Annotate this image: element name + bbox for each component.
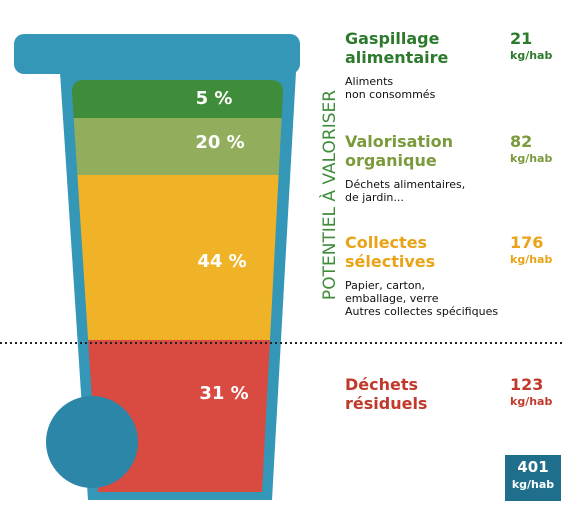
total-unit: kg/hab [512,478,554,491]
segment [72,80,283,118]
segment-name: alimentaire [345,48,449,67]
segment-name: sélectives [345,252,435,271]
bin-lid [14,34,300,74]
segment-name: Déchets [345,375,418,394]
segment-description: Autres collectes spécifiques [345,305,498,318]
percent: 5 % [196,88,233,109]
segment-value: 123 [510,375,543,394]
segment-name: Gaspillage [345,29,440,48]
rows: Gaspillagealimentaire21kg/habAlimentsnon… [345,29,552,413]
segment [72,175,283,340]
segment-description: Aliments [345,75,393,88]
segment-description: non consommés [345,88,436,101]
total-value: 401 [517,458,548,476]
segment-description: Papier, carton, [345,279,425,292]
segment-unit: kg/hab [510,49,552,62]
segment-unit: kg/hab [510,253,552,266]
segment-value: 21 [510,29,532,48]
segment-description: Déchets alimentaires, [345,178,465,191]
percent: 44 % [197,251,246,272]
segment-description: de jardin... [345,191,404,204]
segment-unit: kg/hab [510,152,552,165]
segment [72,118,283,175]
percent: 31 % [199,383,248,404]
percent: 20 % [195,132,244,153]
segment-name: Valorisation [345,132,453,151]
segment-name: Collectes [345,233,427,252]
segment-description: emballage, verre [345,292,439,305]
segment-unit: kg/hab [510,395,552,408]
segment-value: 176 [510,233,543,252]
axis-label: POTENTIEL À VALORISER [318,90,340,300]
bin-wheel [46,396,138,488]
segment-value: 82 [510,132,532,151]
segment-name: organique [345,151,437,170]
segment-name: résiduels [345,394,427,413]
total-box [505,455,561,501]
